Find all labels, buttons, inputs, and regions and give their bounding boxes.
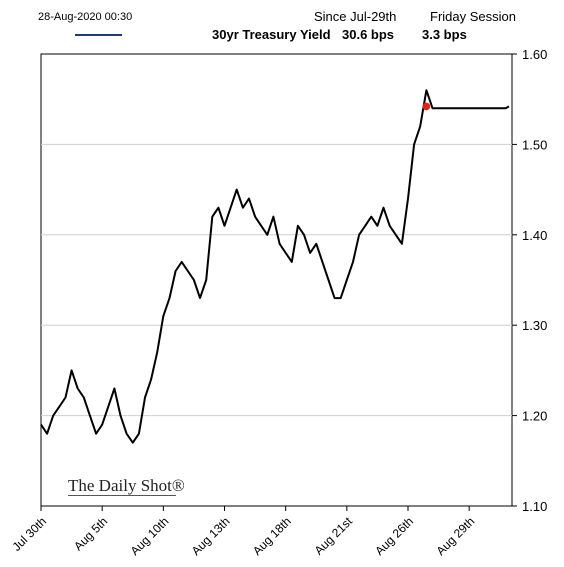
x-tick-label: Aug 5th [71,514,110,553]
y-tick-label: 1.10 [522,499,547,514]
since-column-label: Since Jul-29th [314,9,397,24]
series-label: 30yr Treasury Yield [212,27,331,42]
y-tick-label: 1.50 [522,137,547,152]
x-tick-label: Aug 18th [250,514,294,558]
session-column-label: Friday Session [430,9,516,24]
x-tick-label: Aug 29th [433,514,477,558]
x-tick-label: Aug 26th [372,514,416,558]
watermark-logo: The Daily Shot® [68,476,185,495]
series-layer [40,89,510,444]
since-value: 30.6 bps [342,27,395,42]
x-axis: Jul 30th Aug 5th Aug 10th Aug 13th Aug 18th A… [10,506,477,558]
y-tick-label: 1.30 [522,318,547,333]
watermark-underline [68,495,176,496]
y-tick-label: 1.20 [522,409,547,424]
session-value: 3.3 bps [422,27,467,42]
x-tick-label: Aug 10th [128,514,172,558]
plot-frame [40,53,513,507]
y-axis: 1.60 1.50 1.40 1.30 1.20 1.10 [41,47,547,514]
x-tick-label: Aug 13th [189,514,233,558]
series-line [40,89,510,444]
y-tick-label: 1.60 [522,47,547,62]
legend-line-swatch [75,34,122,36]
x-tick-label: Jul 30th [10,514,50,554]
y-tick-label: 1.40 [522,228,547,243]
timestamp: 28-Aug-2020 00:30 [38,11,133,23]
plot-border [40,53,513,507]
last-value-marker [422,102,431,111]
x-tick-label: Aug 21st [312,514,356,558]
